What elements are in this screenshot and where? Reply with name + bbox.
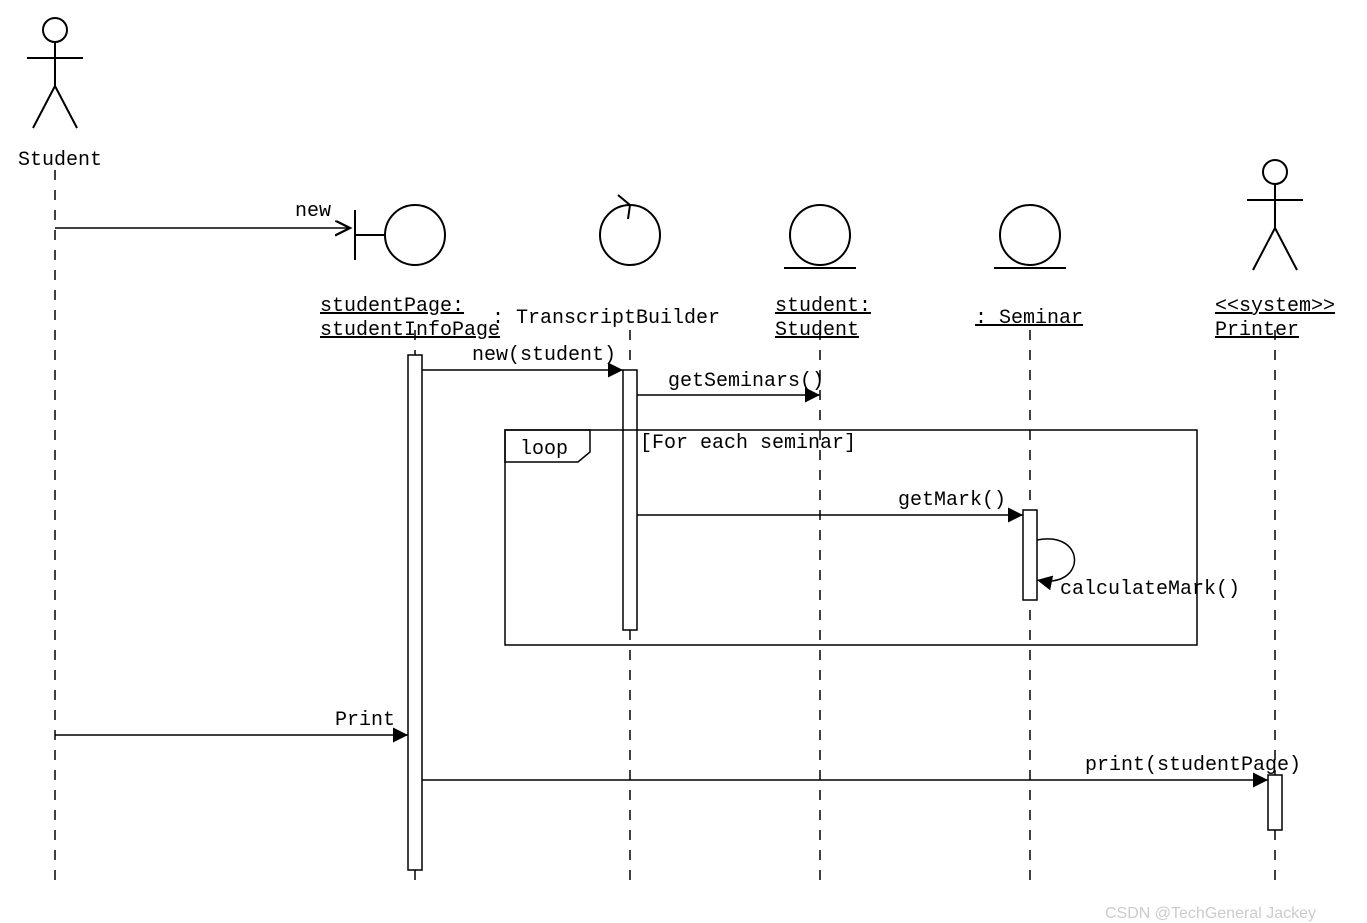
lifeline-label-student_page: studentPage: (320, 295, 464, 318)
watermark: CSDN @TechGeneral Jackey (1105, 905, 1316, 923)
message-1: new(student) (472, 344, 616, 367)
fragment-operator: loop (520, 438, 568, 461)
sequence-diagram-canvas (0, 0, 1367, 918)
fragment-guard: [For each seminar] (640, 432, 856, 455)
lifeline-label-printer: <<system>> (1215, 295, 1335, 318)
message-6: print(studentPage) (1085, 754, 1301, 777)
message-2: getSeminars() (668, 370, 824, 393)
message-0: new (295, 200, 331, 223)
message-5: Print (335, 709, 395, 732)
lifeline-label-printer-2: Printer (1215, 319, 1299, 342)
lifeline-label-seminar: : Seminar (975, 307, 1083, 330)
lifeline-label-student_obj-2: Student (775, 319, 859, 342)
lifeline-label-transcript: : TranscriptBuilder (492, 307, 720, 330)
message-4: calculateMark() (1060, 578, 1240, 601)
lifeline-label-student_page-2: studentInfoPage (320, 319, 500, 342)
message-3: getMark() (898, 489, 1006, 512)
lifeline-label-student_obj: student: (775, 295, 871, 318)
lifeline-label-student_actor: Student (18, 149, 102, 172)
